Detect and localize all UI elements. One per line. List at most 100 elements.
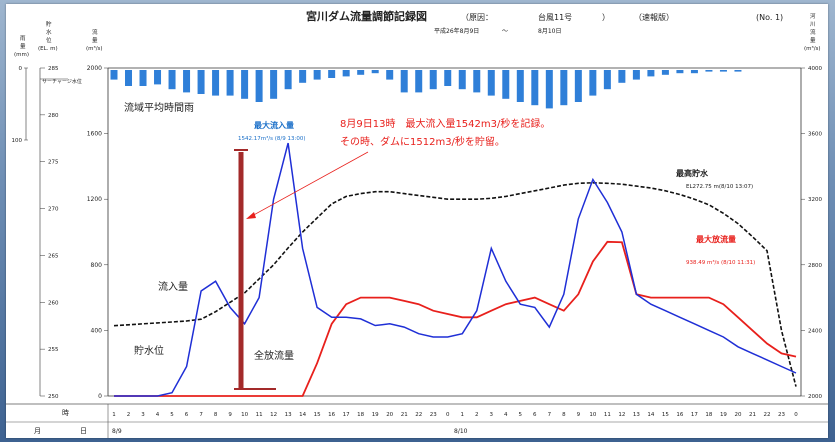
rain-bar bbox=[719, 70, 727, 72]
level-tick-label: 280 bbox=[48, 113, 59, 119]
hour-tick-label: 4 bbox=[504, 412, 508, 418]
hour-tick-label: 23 bbox=[778, 412, 785, 418]
hour-tick-label: 14 bbox=[647, 412, 654, 418]
storage-volume-bar bbox=[234, 149, 276, 390]
level-axis-header: 貯 水 位 (EL. m) bbox=[38, 20, 58, 52]
callout-arrow bbox=[249, 151, 369, 218]
hour-tick-label: 5 bbox=[519, 412, 523, 418]
hour-tick-label: 9 bbox=[577, 412, 581, 418]
river-axis-header: 河 川 流 量 (m³/s) bbox=[804, 12, 821, 52]
footer-day-label: 日 bbox=[80, 427, 87, 435]
cause-value: 台風11号 bbox=[538, 12, 572, 22]
max-storage-value: EL272.75 m(8/10 13:07) bbox=[686, 184, 753, 190]
rain-bar bbox=[473, 70, 481, 93]
rain-bar bbox=[458, 70, 466, 90]
hour-tick-label: 10 bbox=[241, 412, 248, 418]
hour-tick-label: 15 bbox=[662, 412, 669, 418]
flow-tick-label: 2000 bbox=[87, 65, 102, 72]
rain-bars bbox=[110, 70, 742, 109]
rain-bar bbox=[299, 70, 307, 83]
rain-bar bbox=[284, 70, 292, 90]
hour-tick-label: 3 bbox=[490, 412, 494, 418]
level-header-2: 水 bbox=[46, 28, 52, 36]
rain-bar bbox=[705, 70, 713, 72]
hour-tick-label: 11 bbox=[256, 412, 263, 418]
level-tick-label: 265 bbox=[48, 253, 59, 259]
river-header-3: 流 bbox=[810, 28, 816, 36]
outflow-series-label: 全放流量 bbox=[254, 349, 294, 362]
chart-sheet: 宮川ダム流量調節記録図 （原因： 台風11号 ） （速報版） (No. 1) 平… bbox=[6, 4, 828, 438]
river-tick-label: 2800 bbox=[808, 263, 822, 269]
rain-bar bbox=[125, 70, 133, 86]
level-tick-label: 275 bbox=[48, 160, 59, 166]
hour-tick-label: 17 bbox=[343, 412, 350, 418]
series-lines bbox=[113, 142, 797, 397]
footer-day-2: 8/10 bbox=[454, 428, 468, 435]
hour-tick-label: 21 bbox=[401, 412, 408, 418]
rain-bar bbox=[560, 70, 568, 106]
footer-month-label: 月 bbox=[34, 427, 41, 435]
hour-tick-label: 10 bbox=[589, 412, 596, 418]
rain-bar bbox=[574, 70, 582, 102]
rain-bar bbox=[342, 70, 350, 77]
hour-tick-label: 13 bbox=[285, 412, 292, 418]
flow-tick-label: 0 bbox=[98, 393, 102, 400]
max-release-value: 938.49 m³/s (8/10 11:31) bbox=[686, 259, 755, 266]
rain-bar bbox=[429, 70, 437, 90]
callout-arrow-head bbox=[246, 212, 256, 219]
rain-bar bbox=[502, 70, 510, 99]
rain-bar bbox=[690, 70, 698, 74]
rain-bar bbox=[357, 70, 365, 75]
hour-tick-label: 9 bbox=[228, 412, 232, 418]
hour-tick-label: 21 bbox=[749, 412, 756, 418]
level-header-4: (EL. m) bbox=[38, 46, 58, 52]
rain-bar bbox=[603, 70, 611, 90]
storage-level-line bbox=[113, 181, 797, 387]
river-header-4: 量 bbox=[810, 37, 816, 44]
river-tick-label: 3600 bbox=[808, 132, 822, 138]
surcharge-label: サーチャージ水位 bbox=[42, 78, 82, 85]
hour-tick-label: 22 bbox=[415, 412, 422, 418]
level-tick-label: 250 bbox=[48, 394, 59, 400]
hour-tick-label: 16 bbox=[676, 412, 683, 418]
hour-tick-label: 6 bbox=[185, 412, 189, 418]
flow-header-3: (m³/s) bbox=[86, 45, 103, 52]
max-release-title: 最大放流量 bbox=[696, 234, 736, 244]
rain-header-2: 量 bbox=[20, 43, 26, 50]
level-tick-label: 255 bbox=[48, 347, 59, 353]
date-to: 8月10日 bbox=[538, 28, 561, 35]
rain-bar bbox=[328, 70, 336, 78]
hour-tick-label: 11 bbox=[604, 412, 611, 418]
river-header-2: 川 bbox=[810, 22, 816, 28]
max-inflow-value: 1542.17m³/s (8/9 13:00) bbox=[238, 135, 306, 142]
rain-bar bbox=[197, 70, 205, 94]
level-header-3: 位 bbox=[46, 36, 52, 44]
hour-tick-label: 20 bbox=[386, 412, 393, 418]
footer-day-1: 8/9 bbox=[112, 428, 122, 435]
rain-bar bbox=[110, 70, 118, 80]
rain-header-1: 雨 bbox=[20, 35, 26, 42]
date-from: 平成26年8月9日 bbox=[434, 27, 479, 35]
level-header-1: 貯 bbox=[46, 20, 52, 28]
river-header-5: (m³/s) bbox=[804, 45, 821, 52]
hour-tick-label: 7 bbox=[199, 412, 203, 418]
river-tick-label: 3200 bbox=[808, 197, 822, 203]
rain-bar bbox=[168, 70, 176, 90]
max-storage-title: 最高貯水 bbox=[676, 168, 709, 178]
flow-header-2: 量 bbox=[92, 37, 98, 44]
rain-bar bbox=[676, 70, 684, 74]
hour-tick-label: 13 bbox=[633, 412, 640, 418]
hour-tick-label: 8 bbox=[562, 412, 566, 418]
hour-tick-label: 18 bbox=[357, 412, 364, 418]
hour-tick-label: 3 bbox=[141, 412, 145, 418]
cause-label: （原因： bbox=[461, 13, 493, 22]
rain-bar bbox=[516, 70, 524, 102]
rain-bar bbox=[661, 70, 669, 75]
hour-tick-label: 12 bbox=[270, 412, 277, 418]
hour-tick-label: 0 bbox=[446, 412, 450, 418]
rain-bar bbox=[531, 70, 539, 106]
flow-axis-header: 流 量 (m³/s) bbox=[86, 28, 103, 52]
flow-tick-label: 1600 bbox=[87, 131, 102, 138]
rain-bar bbox=[545, 70, 553, 109]
level-tick-label: 260 bbox=[48, 300, 59, 306]
